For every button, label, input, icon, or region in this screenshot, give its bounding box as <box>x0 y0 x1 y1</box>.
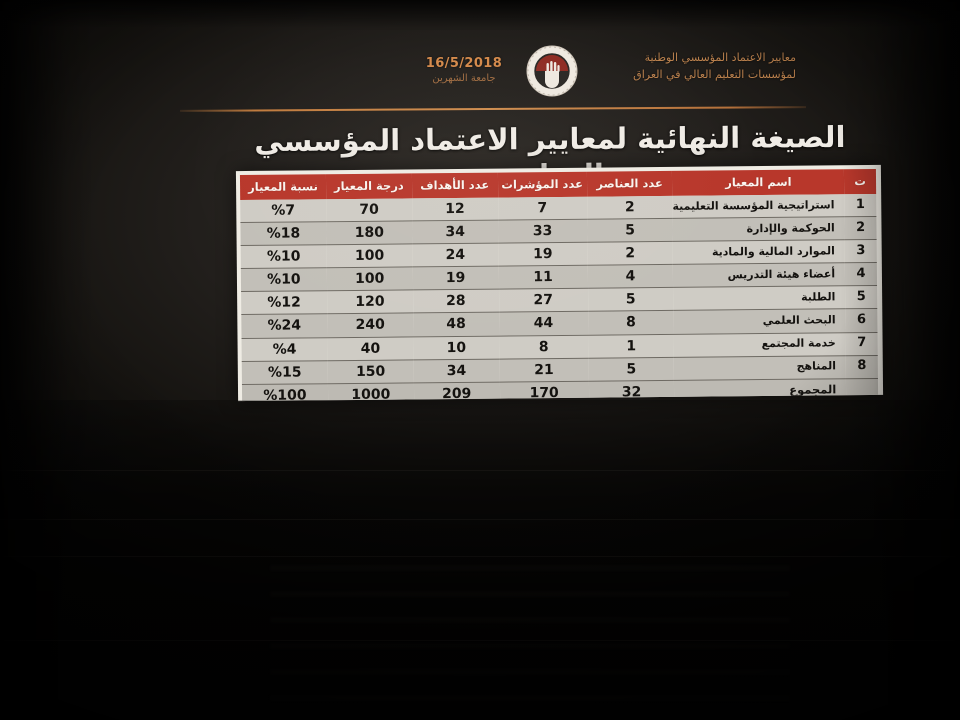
cell-percent: %7 <box>240 199 327 223</box>
cell-goals: 28 <box>412 289 499 314</box>
column-header-indicators: عدد المؤشرات <box>497 171 587 198</box>
cell-total-score: 1000 <box>327 382 414 402</box>
cell-total-goals: 209 <box>413 381 500 402</box>
organization-line-2: لمؤسسات التعليم العالي في العراق <box>633 68 796 82</box>
cell-elements: 1 <box>588 333 675 358</box>
cell-indicators: 8 <box>499 334 589 359</box>
cell-elements: 4 <box>587 264 674 289</box>
cell-elements: 5 <box>587 218 674 243</box>
cell-name: المناهج <box>674 355 847 381</box>
cell-percent: %24 <box>241 314 328 339</box>
organization-title: معايير الاعتماد المؤسسي الوطنية لمؤسسات … <box>633 49 796 83</box>
cell-elements: 5 <box>587 287 674 312</box>
criteria-table-body: 1 استراتيجية المؤسسة التعليمية 2 7 12 70… <box>240 193 879 402</box>
cell-name: استراتيجية المؤسسة التعليمية <box>672 194 845 219</box>
cell-indicators: 33 <box>497 219 588 244</box>
slide-date: 16/5/2018 <box>425 56 503 71</box>
cell-score: 100 <box>326 267 413 292</box>
left-edge-shadow <box>0 0 95 720</box>
cell-percent: %12 <box>241 291 328 316</box>
cell-indicators: 11 <box>498 265 588 290</box>
cell-goals: 34 <box>413 358 500 383</box>
column-header-name: اسم المعيار <box>672 169 845 196</box>
scan-line <box>0 519 960 520</box>
header-divider-rule <box>179 106 807 112</box>
scan-line <box>0 556 960 557</box>
cell-percent: %18 <box>240 221 327 246</box>
university-name: جامعة الشهرين <box>432 73 496 84</box>
cell-goals: 12 <box>411 197 498 222</box>
column-header-elements: عدد العناصر <box>586 170 673 197</box>
top-edge-shadow <box>0 0 960 28</box>
ministry-emblem-icon <box>525 44 579 98</box>
cell-name: الموارد المالية والمادية <box>673 239 846 265</box>
cell-name: أعضاء هيئة التدريس <box>673 263 846 288</box>
column-header-goals: عدد الأهداف <box>411 172 498 199</box>
cell-score: 70 <box>326 198 413 222</box>
cell-indicators: 19 <box>498 242 588 267</box>
cell-goals: 10 <box>413 335 500 360</box>
criteria-table-frame: ت اسم المعيار عدد العناصر عدد المؤشرات ع… <box>235 164 884 402</box>
cell-indicators: 27 <box>498 288 588 313</box>
cell-goals: 48 <box>413 312 500 337</box>
cell-goals: 24 <box>412 243 499 268</box>
cell-goals: 19 <box>412 266 499 291</box>
cell-indicators: 21 <box>499 357 589 382</box>
slide-header: معايير الاعتماد المؤسسي الوطنية لمؤسسات … <box>179 40 807 112</box>
scan-line <box>0 640 960 641</box>
cell-percent: %15 <box>241 360 328 385</box>
cell-elements: 2 <box>587 241 674 266</box>
cell-percent: %10 <box>240 268 327 292</box>
lower-dark-region <box>0 400 960 720</box>
cell-name: الحوكمة والإدارة <box>672 216 845 242</box>
criteria-table: ت اسم المعيار عدد العناصر عدد المؤشرات ع… <box>239 168 879 402</box>
cell-percent: %10 <box>240 244 327 269</box>
cell-name: الطلبة <box>673 286 846 311</box>
cell-name: خدمة المجتمع <box>673 332 846 358</box>
cell-total-percent: %100 <box>241 383 329 402</box>
right-edge-shadow <box>840 0 960 720</box>
cell-elements: 8 <box>587 310 674 335</box>
cell-elements: 2 <box>586 195 673 220</box>
cell-score: 120 <box>326 290 414 315</box>
scan-line <box>0 470 960 471</box>
cell-elements: 5 <box>588 357 675 381</box>
cell-score: 100 <box>326 244 413 269</box>
cell-name: البحث العلمي <box>673 309 846 334</box>
cell-score: 240 <box>327 313 414 338</box>
organization-line-1: معايير الاعتماد المؤسسي الوطنية <box>644 51 796 64</box>
cell-score: 40 <box>327 336 414 361</box>
slide-date-block: 16/5/2018 جامعة الشهرين <box>410 56 518 84</box>
cell-score: 150 <box>327 359 414 384</box>
column-header-percent: نسبة المعيار <box>239 174 327 201</box>
cell-indicators: 7 <box>497 196 588 221</box>
cell-goals: 34 <box>412 220 499 245</box>
cell-percent: %4 <box>241 337 328 362</box>
cell-score: 180 <box>326 221 413 245</box>
cell-indicators: 44 <box>498 311 589 336</box>
column-header-score: درجة المعيار <box>325 173 412 200</box>
